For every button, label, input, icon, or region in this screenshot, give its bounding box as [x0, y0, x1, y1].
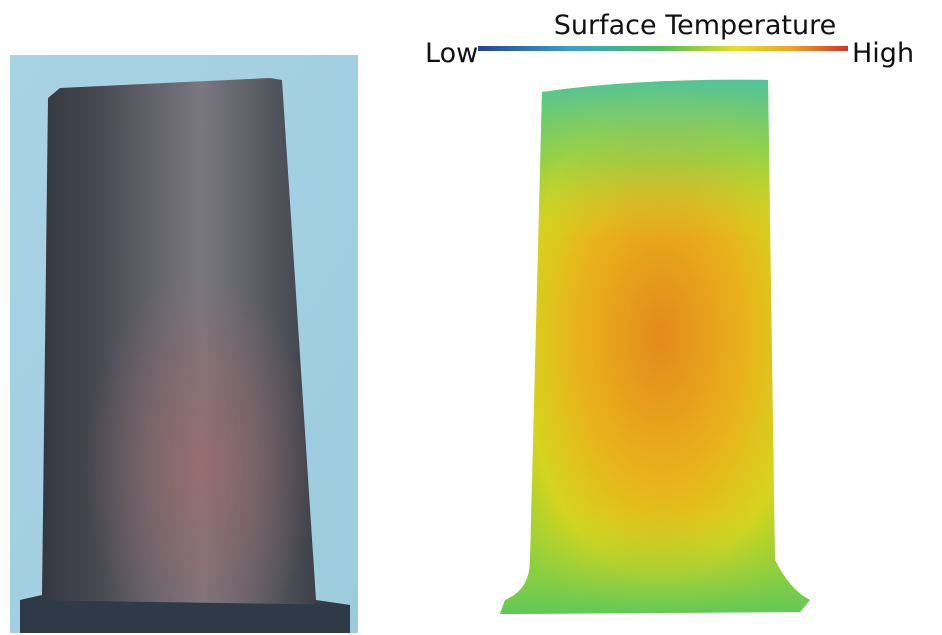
legend-title: Surface Temperature [554, 10, 836, 41]
legend-high-label: High [852, 38, 914, 69]
blade-photo [10, 55, 358, 633]
legend-low-label: Low [425, 38, 478, 69]
figure: Surface Temperature Low High [0, 0, 942, 635]
blade-simulation [500, 80, 810, 614]
legend: Surface Temperature Low High [425, 10, 914, 69]
colorbar [478, 46, 848, 51]
